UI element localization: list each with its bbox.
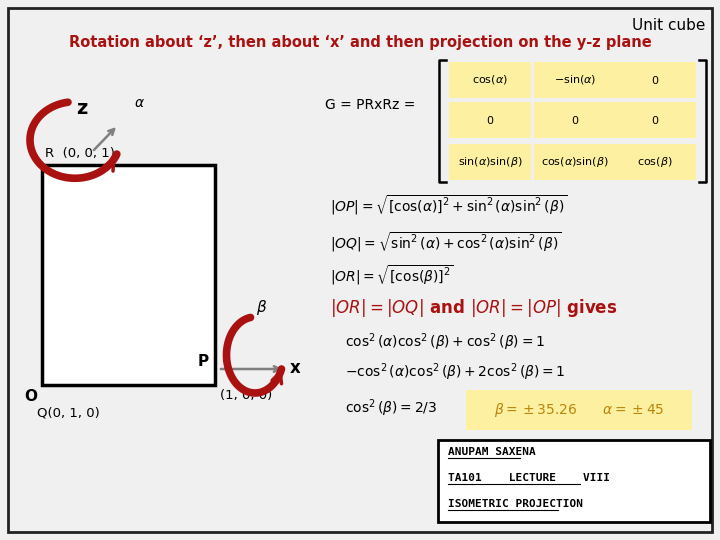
Bar — [42, 165, 215, 385]
Text: $\cos^2(\alpha)\cos^2(\beta) + \cos^2(\beta) = 1$: $\cos^2(\alpha)\cos^2(\beta) + \cos^2(\b… — [345, 331, 545, 353]
Text: ANUPAM SAXENA: ANUPAM SAXENA — [448, 447, 536, 457]
Text: $\cos(\beta)$: $\cos(\beta)$ — [637, 155, 672, 169]
Text: $\cos(\alpha)\sin(\beta)$: $\cos(\alpha)\sin(\beta)$ — [541, 155, 609, 169]
FancyBboxPatch shape — [466, 390, 692, 430]
Text: $-\cos^2(\alpha)\cos^2(\beta) + 2\cos^2(\beta) = 1$: $-\cos^2(\alpha)\cos^2(\beta) + 2\cos^2(… — [345, 361, 565, 383]
Text: $\cos^2(\beta) = 2/3$: $\cos^2(\beta) = 2/3$ — [345, 397, 437, 419]
Text: x: x — [290, 359, 301, 377]
Text: $\cos(\alpha)$: $\cos(\alpha)$ — [472, 73, 508, 86]
Text: (1, 0, 0): (1, 0, 0) — [220, 389, 272, 402]
Text: ISOMETRIC PROJECTION: ISOMETRIC PROJECTION — [448, 499, 583, 509]
FancyBboxPatch shape — [614, 144, 696, 180]
FancyBboxPatch shape — [534, 144, 616, 180]
Text: Unit cube: Unit cube — [631, 18, 705, 33]
Text: $\alpha$: $\alpha$ — [134, 96, 145, 110]
FancyBboxPatch shape — [614, 102, 696, 138]
Text: $0$: $0$ — [651, 74, 659, 86]
Text: $|OR| = \sqrt{[\cos(\beta)]^2}$: $|OR| = \sqrt{[\cos(\beta)]^2}$ — [330, 263, 454, 287]
Text: $|OQ| = \sqrt{\sin^2(\alpha) + \cos^2(\alpha)\sin^2(\beta)}$: $|OQ| = \sqrt{\sin^2(\alpha) + \cos^2(\a… — [330, 230, 561, 254]
FancyBboxPatch shape — [449, 144, 531, 180]
Text: Rotation about ‘z’, then about ‘x’ and then projection on the y-z plane: Rotation about ‘z’, then about ‘x’ and t… — [68, 35, 652, 50]
Text: $|OR| = |OQ|$ and $|OR| = |OP|$ gives: $|OR| = |OQ|$ and $|OR| = |OP|$ gives — [330, 297, 617, 319]
Text: O: O — [24, 389, 37, 404]
Text: $0$: $0$ — [571, 114, 579, 126]
Text: Q(0, 1, 0): Q(0, 1, 0) — [37, 407, 100, 420]
FancyBboxPatch shape — [449, 102, 531, 138]
Text: $\beta = \pm 35.26 \qquad \alpha = \pm 45$: $\beta = \pm 35.26 \qquad \alpha = \pm 4… — [494, 401, 665, 419]
FancyBboxPatch shape — [534, 102, 616, 138]
Text: $\beta$: $\beta$ — [256, 298, 268, 317]
Text: G = PRxRz =: G = PRxRz = — [325, 98, 420, 112]
Text: $-\sin(\alpha)$: $-\sin(\alpha)$ — [554, 73, 596, 86]
Text: P: P — [197, 354, 209, 369]
Text: $0$: $0$ — [651, 114, 659, 126]
Text: TA101    LECTURE    VIII: TA101 LECTURE VIII — [448, 473, 610, 483]
Text: z: z — [76, 99, 88, 118]
Text: $0$: $0$ — [486, 114, 494, 126]
FancyBboxPatch shape — [614, 62, 696, 98]
Text: $|OP| = \sqrt{[\cos(\alpha)]^2 + \sin^2(\alpha)\sin^2(\beta)}$: $|OP| = \sqrt{[\cos(\alpha)]^2 + \sin^2(… — [330, 193, 567, 217]
Text: $\sin(\alpha)\sin(\beta)$: $\sin(\alpha)\sin(\beta)$ — [458, 155, 523, 169]
Text: R  (0, 0, 1): R (0, 0, 1) — [45, 147, 115, 160]
FancyBboxPatch shape — [534, 62, 616, 98]
FancyBboxPatch shape — [438, 440, 710, 522]
FancyBboxPatch shape — [449, 62, 531, 98]
